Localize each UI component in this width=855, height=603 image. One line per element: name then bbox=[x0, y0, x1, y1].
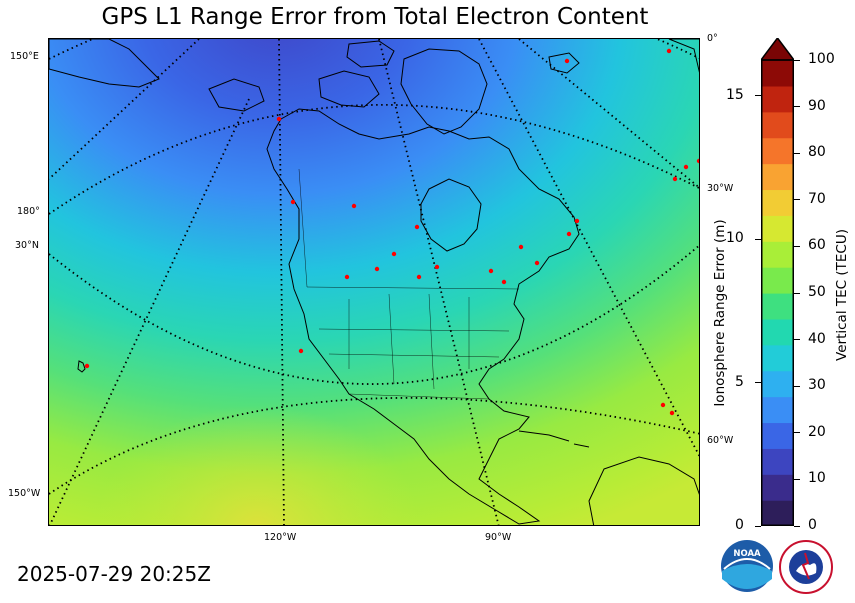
label-lon-30w: 30°W bbox=[707, 183, 734, 194]
station-marker bbox=[414, 224, 420, 230]
colorbar-band bbox=[761, 293, 794, 320]
colorbar-frame bbox=[761, 59, 794, 526]
station-marker bbox=[276, 116, 282, 122]
station-marker bbox=[290, 199, 296, 205]
tecu-tick-label: 30 bbox=[808, 377, 826, 394]
colorbar-band bbox=[761, 241, 794, 268]
tecu-tick-mark bbox=[794, 385, 800, 387]
colorbar-band bbox=[761, 422, 794, 449]
station-marker bbox=[391, 251, 397, 257]
station-marker bbox=[672, 176, 678, 182]
colorbar-band bbox=[761, 215, 794, 242]
colorbar-extend-arrow bbox=[759, 36, 796, 61]
station-marker bbox=[374, 266, 380, 272]
station-marker bbox=[696, 158, 699, 164]
station-marker bbox=[488, 268, 494, 274]
tecu-tick-label: 90 bbox=[808, 97, 826, 114]
tecu-tick-mark bbox=[794, 339, 800, 341]
tecu-tick-label: 60 bbox=[808, 237, 826, 254]
tecu-tick-mark bbox=[794, 292, 800, 294]
station-marker bbox=[660, 402, 666, 408]
colorbar bbox=[759, 36, 796, 527]
range-error-tick-label: 0 bbox=[735, 517, 744, 533]
station-marker bbox=[344, 274, 350, 280]
range-error-tick-label: 15 bbox=[726, 86, 744, 103]
colorbar-band bbox=[761, 500, 794, 527]
tecu-tick-label: 50 bbox=[808, 284, 826, 300]
nws-logo bbox=[778, 539, 834, 599]
tecu-tick-mark bbox=[794, 525, 800, 527]
station-marker bbox=[564, 58, 570, 64]
tecu-tick-label: 20 bbox=[808, 423, 826, 440]
station-marker bbox=[669, 410, 675, 416]
label-lat-30n: 30°N bbox=[15, 240, 39, 251]
tecu-tick-mark bbox=[794, 106, 800, 108]
station-marker bbox=[501, 279, 507, 285]
colorbar-band bbox=[761, 474, 794, 501]
label-lon-150e: 150°E bbox=[10, 51, 39, 62]
station-marker bbox=[574, 218, 580, 224]
colorbar-band bbox=[761, 111, 794, 139]
label-lon-0: 0° bbox=[707, 33, 718, 44]
tecu-tick-mark bbox=[794, 152, 800, 154]
label-lon-60w: 60°W bbox=[707, 435, 734, 446]
tecu-tick-label: 70 bbox=[808, 190, 826, 207]
colorbar-band bbox=[761, 370, 794, 398]
station-marker bbox=[434, 264, 440, 270]
label-lon-150w: 150°W bbox=[8, 488, 41, 499]
colorbar-band bbox=[761, 137, 794, 165]
graticule bbox=[49, 39, 699, 525]
range-error-axis-label: Ionosphere Range Error (m) bbox=[712, 219, 728, 407]
colorbar-band bbox=[761, 163, 794, 191]
station-marker bbox=[518, 244, 524, 250]
colorbar-band bbox=[761, 318, 794, 346]
label-lon-120w: 120°W bbox=[264, 532, 297, 543]
station-marker bbox=[683, 164, 689, 170]
colorbar-band bbox=[761, 448, 794, 475]
chart-title: GPS L1 Range Error from Total Electron C… bbox=[101, 4, 649, 30]
colorbar-band bbox=[761, 85, 794, 113]
coastlines bbox=[49, 39, 699, 525]
colorbar-band bbox=[761, 60, 794, 87]
range-error-tick-mark bbox=[755, 525, 761, 527]
tecu-tick-label: 0 bbox=[808, 517, 817, 533]
colorbar-band bbox=[761, 344, 794, 372]
colorbar-band bbox=[761, 189, 794, 216]
tecu-tick-label: 40 bbox=[808, 330, 826, 347]
station-marker bbox=[566, 231, 572, 237]
range-error-tick-label: 10 bbox=[726, 230, 744, 247]
colorbar-band bbox=[761, 396, 794, 424]
range-error-tick-mark bbox=[755, 382, 761, 384]
tecu-tick-mark bbox=[794, 199, 800, 201]
range-error-tick-label: 5 bbox=[735, 373, 744, 390]
label-lon-90w: 90°W bbox=[485, 532, 512, 543]
tecu-tick-label: 80 bbox=[808, 144, 826, 161]
range-error-tick-mark bbox=[755, 95, 761, 97]
tecu-tick-label: 10 bbox=[808, 470, 826, 487]
tecu-axis-label: Vertical TEC (TECU) bbox=[834, 229, 850, 361]
timestamp: 2025-07-29 20:25Z bbox=[17, 562, 211, 586]
tec-map bbox=[48, 38, 700, 526]
colorbar-band bbox=[761, 267, 794, 294]
station-marker bbox=[534, 260, 540, 266]
borders bbox=[298, 168, 520, 400]
station-marker bbox=[351, 203, 357, 209]
label-lon-180: 180° bbox=[17, 206, 40, 217]
tecu-tick-mark bbox=[794, 245, 800, 247]
map-canvas bbox=[49, 39, 699, 525]
tecu-tick-mark bbox=[794, 59, 800, 61]
noaa-logo-text: NOAA bbox=[733, 549, 761, 559]
station-markers bbox=[84, 48, 699, 416]
tecu-tick-label: 100 bbox=[808, 51, 835, 67]
tec-field-high bbox=[49, 39, 699, 525]
tecu-tick-mark bbox=[794, 432, 800, 434]
station-marker bbox=[666, 48, 672, 54]
colorbar-graphic bbox=[759, 36, 796, 527]
station-marker bbox=[416, 274, 422, 280]
station-marker bbox=[298, 348, 304, 354]
noaa-logo: NOAA bbox=[720, 539, 774, 597]
station-marker bbox=[84, 363, 90, 369]
tecu-tick-mark bbox=[794, 478, 800, 480]
range-error-tick-mark bbox=[755, 238, 761, 240]
